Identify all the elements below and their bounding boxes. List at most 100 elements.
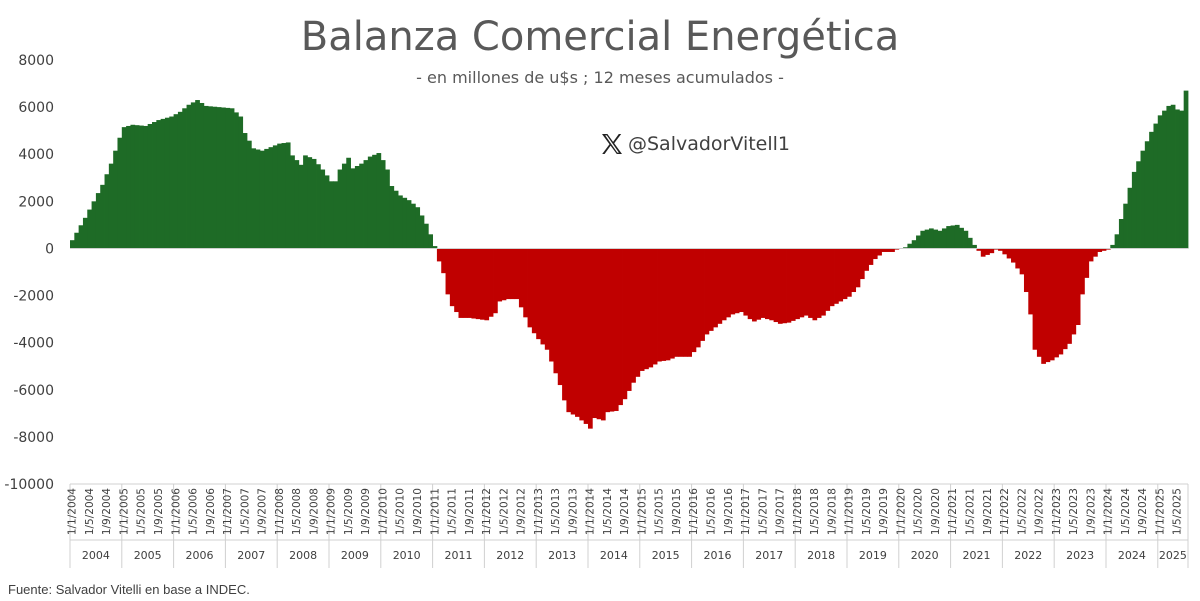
data-bar (993, 248, 999, 250)
watermark: @SalvadorVitell1 (600, 132, 790, 156)
data-bar (164, 117, 170, 249)
data-bar (216, 107, 222, 249)
data-bar (277, 143, 282, 249)
data-bar (773, 248, 779, 323)
x-tick-label: 1/1/2007 (222, 488, 234, 535)
data-bar (337, 169, 343, 249)
data-bar (609, 248, 615, 412)
data-bar (644, 248, 649, 370)
data-bar (242, 133, 248, 249)
data-bar (1123, 203, 1128, 249)
data-bar (104, 174, 110, 249)
data-bar (246, 140, 252, 249)
data-bar (510, 248, 516, 300)
data-bar (518, 248, 524, 308)
x-tick-label: 1/9/2019 (878, 488, 890, 535)
x-tick-label: 1/5/2015 (654, 488, 666, 535)
data-bar (600, 248, 606, 421)
data-bar (1067, 248, 1072, 344)
x-tick-label: 1/1/2015 (636, 488, 648, 535)
x-tick-label: 1/5/2022 (1016, 488, 1028, 535)
data-bar (1136, 161, 1141, 249)
data-bar (1153, 123, 1159, 249)
year-label: 2005 (134, 549, 162, 562)
data-bar (497, 248, 503, 302)
data-bar (467, 248, 472, 318)
year-label: 2025 (1159, 549, 1187, 562)
data-bar (195, 100, 200, 249)
x-tick-label: 1/1/2013 (533, 488, 545, 535)
data-bar (700, 248, 705, 341)
data-bar (622, 248, 628, 400)
data-bar (268, 147, 274, 249)
data-bar (320, 169, 326, 249)
data-bar (929, 228, 934, 249)
data-bar (1114, 234, 1120, 249)
x-tick-label: 1/9/2007 (257, 488, 269, 535)
data-bar (652, 248, 658, 365)
x-tick-label: 1/5/2016 (706, 488, 718, 535)
data-bar (678, 248, 684, 357)
year-label: 2004 (82, 549, 110, 562)
data-bar (989, 248, 995, 254)
x-tick-label: 1/5/2011 (447, 488, 459, 535)
data-bar (1041, 248, 1046, 364)
data-bar (462, 248, 468, 318)
x-tick-label: 1/5/2010 (395, 488, 407, 535)
data-bar (739, 248, 744, 313)
data-bar (816, 248, 822, 318)
data-bar (764, 248, 770, 320)
data-bar (1019, 248, 1025, 275)
data-bar (566, 248, 572, 413)
data-bar (1032, 248, 1038, 350)
data-bar (842, 248, 848, 300)
data-bar (1080, 248, 1085, 295)
data-bar (1179, 110, 1185, 249)
data-bar (959, 227, 964, 249)
data-bar (359, 163, 364, 249)
data-bar (1011, 248, 1016, 263)
data-bar (1175, 109, 1180, 249)
data-bar (1105, 248, 1111, 250)
data-bar (147, 123, 153, 249)
data-bar (682, 248, 688, 357)
data-bar (264, 148, 269, 249)
data-bar (458, 248, 464, 318)
data-bar (963, 230, 969, 249)
x-tick-label: 1/1/2022 (999, 488, 1011, 535)
year-label: 2018 (807, 549, 835, 562)
data-bar (100, 184, 105, 249)
year-label: 2017 (755, 549, 783, 562)
data-bar (950, 225, 956, 249)
data-bar (916, 235, 921, 249)
data-bar (976, 248, 982, 251)
x-tick-label: 1/1/2025 (1154, 488, 1166, 535)
x-tick-label: 1/1/2021 (947, 488, 959, 535)
data-bar (1127, 187, 1133, 249)
x-tick-label: 1/9/2015 (671, 488, 683, 535)
x-tick-label: 1/1/2006 (170, 488, 182, 535)
data-bar (834, 248, 839, 304)
data-bar (454, 248, 459, 313)
data-bar (540, 248, 546, 345)
data-bar (505, 248, 511, 300)
year-label: 2016 (704, 549, 732, 562)
data-bar (316, 164, 321, 249)
data-bar (130, 124, 136, 249)
data-bar (402, 197, 408, 249)
data-bar (613, 248, 619, 411)
data-bar (648, 248, 654, 368)
data-bar (1058, 248, 1064, 355)
data-bar (657, 248, 662, 362)
data-bar (618, 248, 623, 406)
data-bar (855, 248, 861, 288)
data-bar (790, 248, 796, 321)
data-bar (372, 154, 377, 249)
data-bar (937, 230, 943, 249)
x-tick-label: 1/9/2020 (930, 488, 942, 535)
x-tick-label: 1/9/2018 (826, 488, 838, 535)
data-bar (398, 195, 403, 249)
x-tick-label: 1/1/2010 (378, 488, 390, 535)
x-tick-label: 1/5/2012 (498, 488, 510, 535)
